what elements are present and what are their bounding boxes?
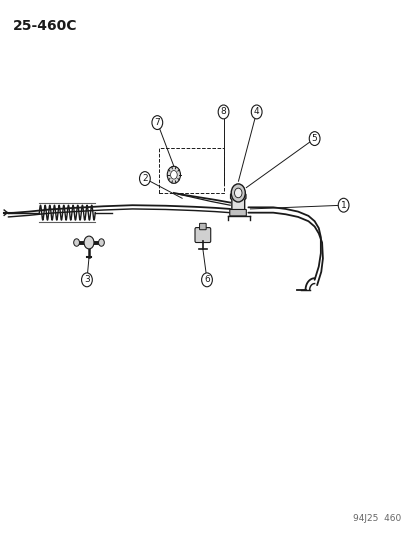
Circle shape [84, 236, 94, 249]
FancyBboxPatch shape [229, 209, 246, 216]
Circle shape [230, 184, 244, 202]
Text: 5: 5 [311, 134, 317, 143]
Circle shape [201, 273, 212, 287]
Circle shape [81, 273, 92, 287]
Circle shape [337, 198, 348, 212]
Text: 8: 8 [220, 108, 226, 116]
Text: 25-460C: 25-460C [12, 19, 77, 33]
Circle shape [170, 171, 177, 179]
Circle shape [309, 132, 319, 146]
Text: 94J25  460: 94J25 460 [352, 514, 401, 523]
Polygon shape [230, 193, 245, 213]
Circle shape [251, 105, 261, 119]
FancyBboxPatch shape [195, 228, 210, 243]
Text: 4: 4 [253, 108, 259, 116]
Text: 2: 2 [142, 174, 147, 183]
Text: 6: 6 [204, 276, 209, 284]
Circle shape [218, 105, 228, 119]
Circle shape [167, 166, 180, 183]
FancyBboxPatch shape [199, 223, 206, 230]
Circle shape [74, 239, 79, 246]
Bar [159, 148, 223, 193]
Text: 1: 1 [340, 201, 346, 209]
Circle shape [98, 239, 104, 246]
Circle shape [234, 188, 241, 198]
Circle shape [139, 172, 150, 185]
Circle shape [152, 116, 162, 130]
Text: 3: 3 [84, 276, 90, 284]
Text: 7: 7 [154, 118, 160, 127]
